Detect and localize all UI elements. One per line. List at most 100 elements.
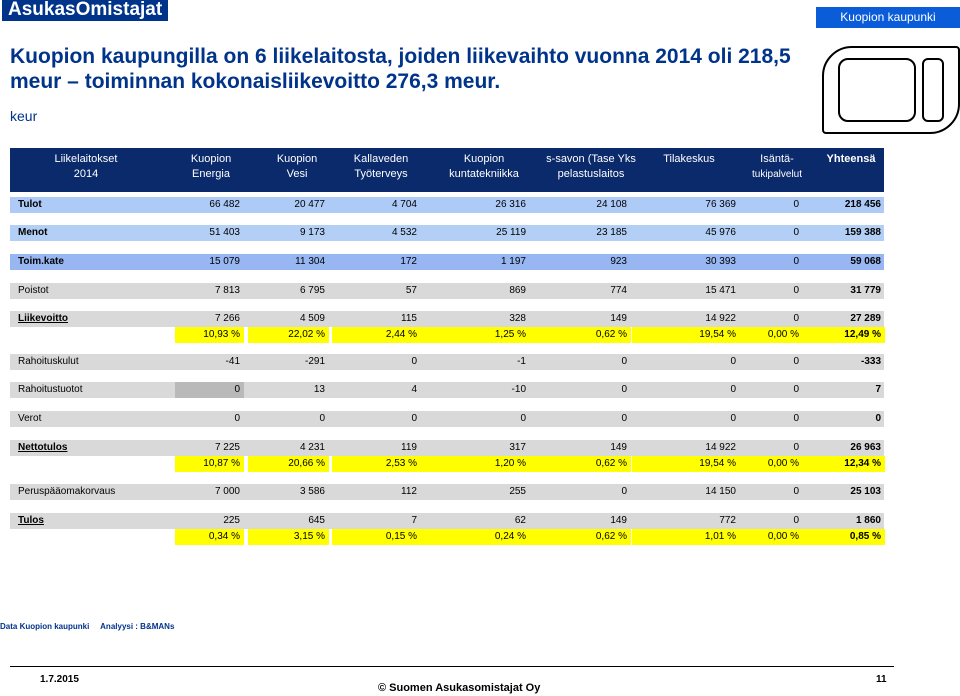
- value-cell: 0: [411, 356, 417, 367]
- value-cell: 772: [719, 515, 736, 526]
- percentage-cell-bg: [803, 327, 885, 343]
- value-cell: 13: [313, 384, 325, 395]
- percentage-cell: 19,54 %: [699, 458, 736, 469]
- value-cell: 25 103: [850, 486, 881, 497]
- percentage-cell-bg: [632, 456, 740, 472]
- percentage-cell-bg: [248, 327, 329, 343]
- percentage-cell: 12,34 %: [844, 458, 881, 469]
- value-cell: 14 922: [705, 442, 736, 453]
- value-cell: -10: [511, 384, 526, 395]
- row-label: Poistot: [18, 285, 49, 296]
- value-cell: 76 369: [705, 199, 736, 210]
- value-cell: 869: [509, 285, 526, 296]
- value-cell: 218 456: [844, 199, 881, 210]
- value-cell: 4 704: [391, 199, 417, 210]
- percentage-cell: 0,00 %: [767, 531, 799, 542]
- percentage-cell-bg: [803, 529, 885, 545]
- row-label: Liikevoitto: [18, 313, 69, 324]
- percentage-cell-bg: [632, 529, 740, 545]
- value-cell: 25 119: [496, 227, 526, 238]
- percentage-cell-bg: [332, 456, 421, 472]
- value-cell: 4: [411, 384, 417, 395]
- value-cell: 20 477: [294, 199, 325, 210]
- table-row: [10, 254, 884, 270]
- value-cell: 4 509: [299, 313, 325, 324]
- percentage-cell-bg: [248, 529, 329, 545]
- percentage-cell: 22,02 %: [288, 329, 325, 340]
- value-cell: 159 388: [844, 227, 881, 238]
- value-cell: 172: [400, 256, 417, 267]
- row-label: Rahoituskulut: [18, 356, 79, 367]
- percentage-cell: 0,15 %: [385, 531, 417, 542]
- percentage-cell-bg: [740, 529, 803, 545]
- value-cell: 3 586: [299, 486, 325, 497]
- value-cell: 0: [793, 384, 799, 395]
- value-cell: 0: [730, 413, 736, 424]
- top-bar: AsukasOmistajat Kuopion kaupunki: [0, 0, 960, 36]
- percentage-cell-bg: [803, 456, 885, 472]
- percentage-cell-bg: [420, 456, 530, 472]
- value-cell: 66 482: [209, 199, 240, 210]
- value-cell: 328: [509, 313, 526, 324]
- column-header: Kuopion Vesi: [276, 153, 318, 180]
- value-cell: 0: [730, 384, 736, 395]
- value-cell: 7 000: [214, 486, 240, 497]
- value-cell: 119: [401, 442, 417, 453]
- percentage-cell: 19,54 %: [699, 329, 736, 340]
- percentage-cell-bg: [740, 327, 803, 343]
- row-label: Tulos: [18, 515, 44, 526]
- page-number: 11: [876, 674, 887, 685]
- percentage-cell-bg: [175, 529, 244, 545]
- row-label: Verot: [18, 413, 42, 424]
- value-cell: 0: [793, 413, 799, 424]
- value-cell: 0: [621, 356, 627, 367]
- value-cell: 0: [621, 384, 627, 395]
- value-cell: 14 150: [705, 486, 736, 497]
- value-cell: 115: [401, 313, 417, 324]
- city-badge: Kuopion kaupunki: [816, 7, 960, 28]
- percentage-cell: 0,62 %: [595, 458, 627, 469]
- value-cell: 26 963: [850, 442, 881, 453]
- value-cell: 23 185: [596, 227, 627, 238]
- brand-logo-text: AsukasOmistajat: [2, 0, 169, 21]
- percentage-cell: 0,24 %: [494, 531, 526, 542]
- value-cell: 149: [610, 442, 627, 453]
- page-title: Kuopion kaupungilla on 6 liikelaitosta, …: [10, 45, 791, 93]
- table-row: [10, 283, 884, 299]
- value-cell: 57: [405, 285, 417, 296]
- table-row: [10, 440, 884, 456]
- value-cell: 31 779: [850, 285, 881, 296]
- value-cell: 59 068: [850, 256, 881, 267]
- footer-date: 1.7.2015: [40, 674, 79, 685]
- value-cell: 7 266: [214, 313, 240, 324]
- value-cell: 0: [520, 413, 526, 424]
- value-cell: 0: [793, 486, 799, 497]
- value-cell: 112: [401, 486, 417, 497]
- table-row: [10, 225, 884, 241]
- value-cell: 15 079: [209, 256, 240, 267]
- percentage-cell: 0,34 %: [208, 531, 240, 542]
- value-cell: 225: [223, 515, 240, 526]
- value-cell: 0: [621, 486, 627, 497]
- percentage-cell-bg: [530, 327, 631, 343]
- value-cell: 0: [793, 256, 799, 267]
- row-label: Rahoitustuotot: [18, 384, 83, 395]
- value-cell: 6 795: [299, 285, 325, 296]
- value-cell: 45 976: [705, 227, 736, 238]
- column-header: Kuopion kuntatekniikka: [449, 153, 519, 180]
- value-cell: 0: [793, 313, 799, 324]
- percentage-cell: 0,85 %: [849, 531, 881, 542]
- value-cell: 149: [610, 515, 627, 526]
- value-cell: 0: [793, 356, 799, 367]
- percentage-cell: 12,49 %: [844, 329, 881, 340]
- table-row: [10, 354, 884, 370]
- value-cell: -41: [225, 356, 240, 367]
- value-cell: 0: [621, 413, 627, 424]
- row-label: Nettotulos: [18, 442, 68, 453]
- row-label: Tulot: [18, 199, 42, 210]
- percentage-cell: 10,87 %: [203, 458, 240, 469]
- percentage-cell: 2,53 %: [385, 458, 417, 469]
- value-cell: 0: [234, 384, 240, 395]
- percentage-cell: 0,62 %: [595, 329, 627, 340]
- percentage-cell-bg: [248, 456, 329, 472]
